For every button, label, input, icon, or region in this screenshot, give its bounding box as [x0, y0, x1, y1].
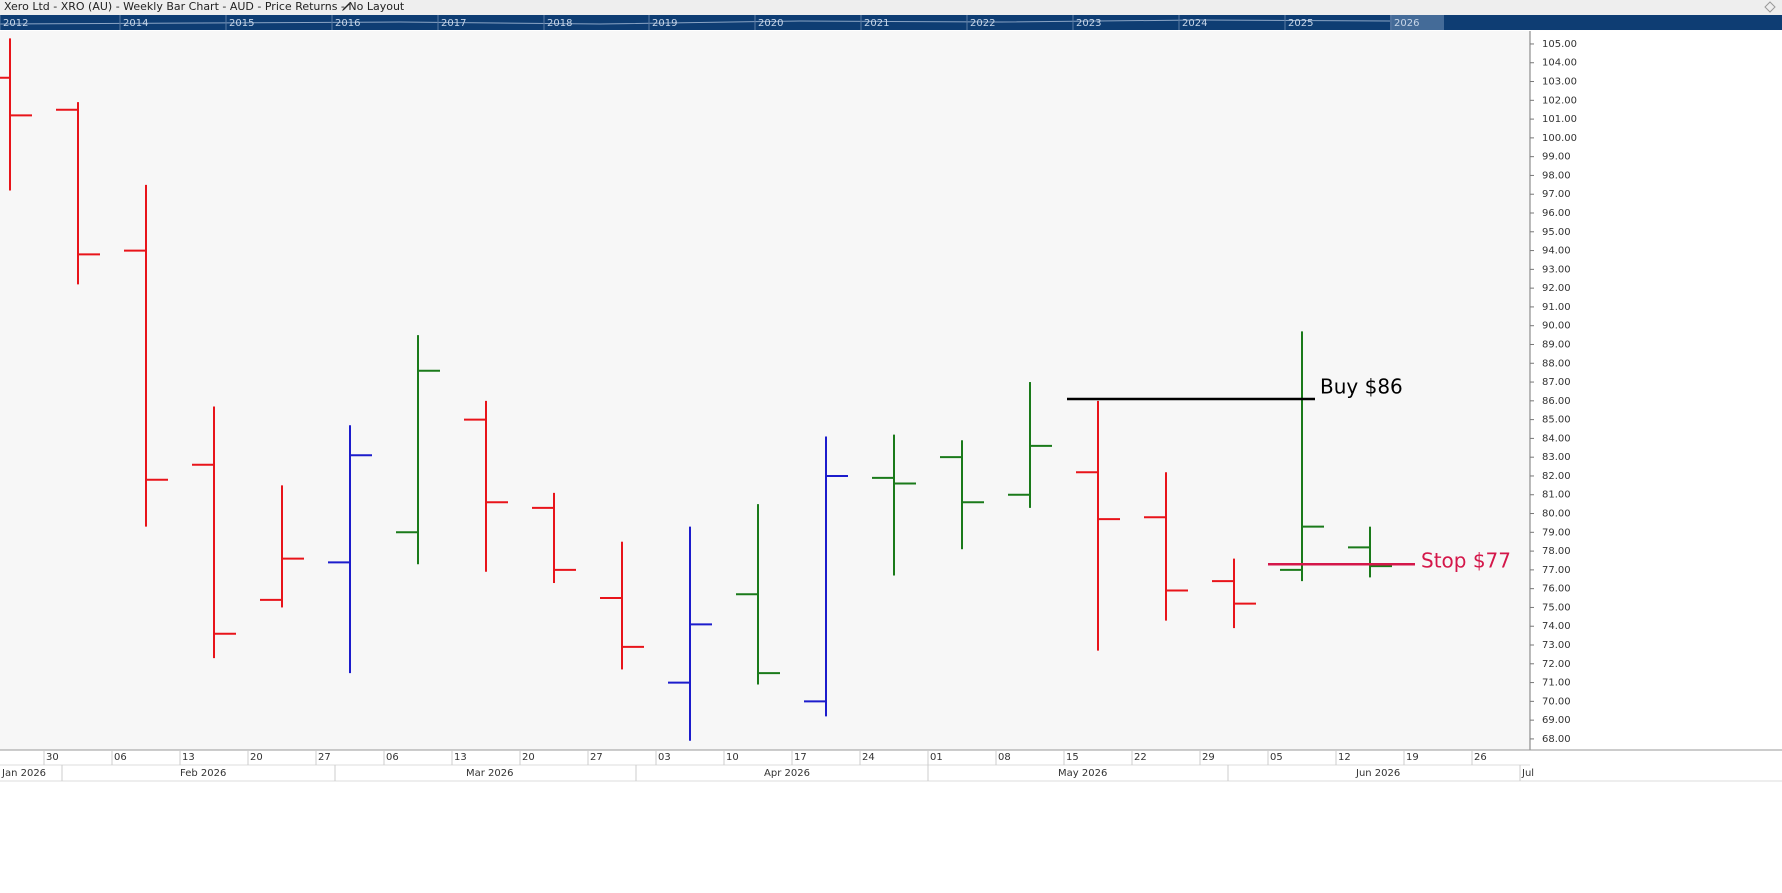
y-tick-label: 101.00: [1542, 114, 1577, 125]
y-tick-label: 80.00: [1542, 509, 1571, 520]
x-tick-label: 22: [1134, 752, 1147, 763]
y-tick-label: 87.00: [1542, 377, 1571, 388]
y-tick-label: 93.00: [1542, 264, 1571, 275]
x-tick-label: 20: [522, 752, 535, 763]
edit-icon[interactable]: [342, 3, 350, 11]
y-tick-label: 94.00: [1542, 246, 1571, 257]
x-tick-label: 24: [862, 752, 875, 763]
collapse-icon[interactable]: [1764, 1, 1776, 13]
month-label: Mar 2026: [466, 768, 514, 779]
x-tick-label: 30: [46, 752, 59, 763]
y-tick-label: 99.00: [1542, 152, 1571, 163]
y-tick-label: 70.00: [1542, 696, 1571, 707]
navigator-year: 2014: [123, 18, 148, 29]
navigator-year: 2022: [970, 18, 995, 29]
y-tick-label: 92.00: [1542, 283, 1571, 294]
annotation-label: Stop $77: [1421, 549, 1511, 573]
navigator-year: 2025: [1288, 18, 1313, 29]
month-label: Feb 2026: [180, 768, 226, 779]
navigator-year: 2016: [335, 18, 360, 29]
y-tick-label: 95.00: [1542, 227, 1571, 238]
y-tick-label: 97.00: [1542, 189, 1571, 200]
navigator-year: 2021: [864, 18, 889, 29]
x-tick-label: 06: [114, 752, 127, 763]
y-tick-label: 72.00: [1542, 659, 1571, 670]
x-tick-label: 27: [590, 752, 603, 763]
y-tick-label: 91.00: [1542, 302, 1571, 313]
x-tick-label: 29: [1202, 752, 1215, 763]
x-tick-label: 03: [658, 752, 671, 763]
y-tick-label: 100.00: [1542, 133, 1577, 144]
y-tick-label: 98.00: [1542, 170, 1571, 181]
navigator-year: 2019: [652, 18, 677, 29]
navigator-year: 2023: [1076, 18, 1101, 29]
x-tick-label: 13: [182, 752, 195, 763]
y-tick-label: 78.00: [1542, 546, 1571, 557]
y-tick-label: 88.00: [1542, 358, 1571, 369]
x-tick-label: 19: [1406, 752, 1419, 763]
x-tick-label: 20: [250, 752, 263, 763]
y-tick-label: 69.00: [1542, 715, 1571, 726]
x-tick-label: 27: [318, 752, 331, 763]
x-tick-label: 05: [1270, 752, 1283, 763]
navigator-trace: [0, 19, 1391, 25]
navigator-year: 2024: [1182, 18, 1207, 29]
y-tick-label: 104.00: [1542, 58, 1577, 69]
month-label: Jul: [1521, 768, 1534, 779]
y-tick-label: 71.00: [1542, 678, 1571, 689]
navigator-year: 2017: [441, 18, 466, 29]
y-tick-label: 82.00: [1542, 471, 1571, 482]
chart-title: Xero Ltd - XRO (AU) - Weekly Bar Chart -…: [4, 0, 405, 13]
y-tick-label: 83.00: [1542, 452, 1571, 463]
x-tick-label: 10: [726, 752, 739, 763]
navigator-year: 2026: [1394, 18, 1419, 29]
navigator-year: 2020: [758, 18, 783, 29]
navigator-window[interactable]: [1390, 15, 1444, 30]
title-bar: [0, 0, 1782, 15]
y-tick-label: 86.00: [1542, 396, 1571, 407]
month-label: Apr 2026: [764, 768, 810, 779]
y-tick-label: 79.00: [1542, 527, 1571, 538]
y-tick-label: 84.00: [1542, 433, 1571, 444]
annotation-label: Buy $86: [1320, 374, 1403, 398]
x-tick-label: 12: [1338, 752, 1351, 763]
x-tick-label: 06: [386, 752, 399, 763]
y-tick-label: 77.00: [1542, 565, 1571, 576]
y-tick-label: 96.00: [1542, 208, 1571, 219]
y-tick-label: 75.00: [1542, 602, 1571, 613]
x-tick-label: 08: [998, 752, 1011, 763]
y-tick-label: 103.00: [1542, 77, 1577, 88]
navigator-year: 2015: [229, 18, 254, 29]
x-tick-label: 17: [794, 752, 807, 763]
y-tick-label: 90.00: [1542, 321, 1571, 332]
month-label: Jan 2026: [1, 768, 46, 779]
y-tick-label: 89.00: [1542, 339, 1571, 350]
navigator-year: 2018: [547, 18, 572, 29]
plot-area: [0, 31, 1530, 750]
x-tick-label: 01: [930, 752, 943, 763]
x-tick-label: 26: [1474, 752, 1487, 763]
navigator[interactable]: [0, 15, 1782, 30]
x-tick-label: 15: [1066, 752, 1079, 763]
y-tick-label: 102.00: [1542, 95, 1577, 106]
navigator-year: 2012: [3, 18, 28, 29]
y-tick-label: 105.00: [1542, 39, 1577, 50]
y-tick-label: 68.00: [1542, 734, 1571, 745]
y-tick-label: 76.00: [1542, 584, 1571, 595]
x-tick-label: 13: [454, 752, 467, 763]
month-label: Jun 2026: [1355, 768, 1400, 779]
month-label: May 2026: [1058, 768, 1107, 779]
y-tick-label: 85.00: [1542, 415, 1571, 426]
y-tick-label: 74.00: [1542, 621, 1571, 632]
y-tick-label: 73.00: [1542, 640, 1571, 651]
y-tick-label: 81.00: [1542, 490, 1571, 501]
